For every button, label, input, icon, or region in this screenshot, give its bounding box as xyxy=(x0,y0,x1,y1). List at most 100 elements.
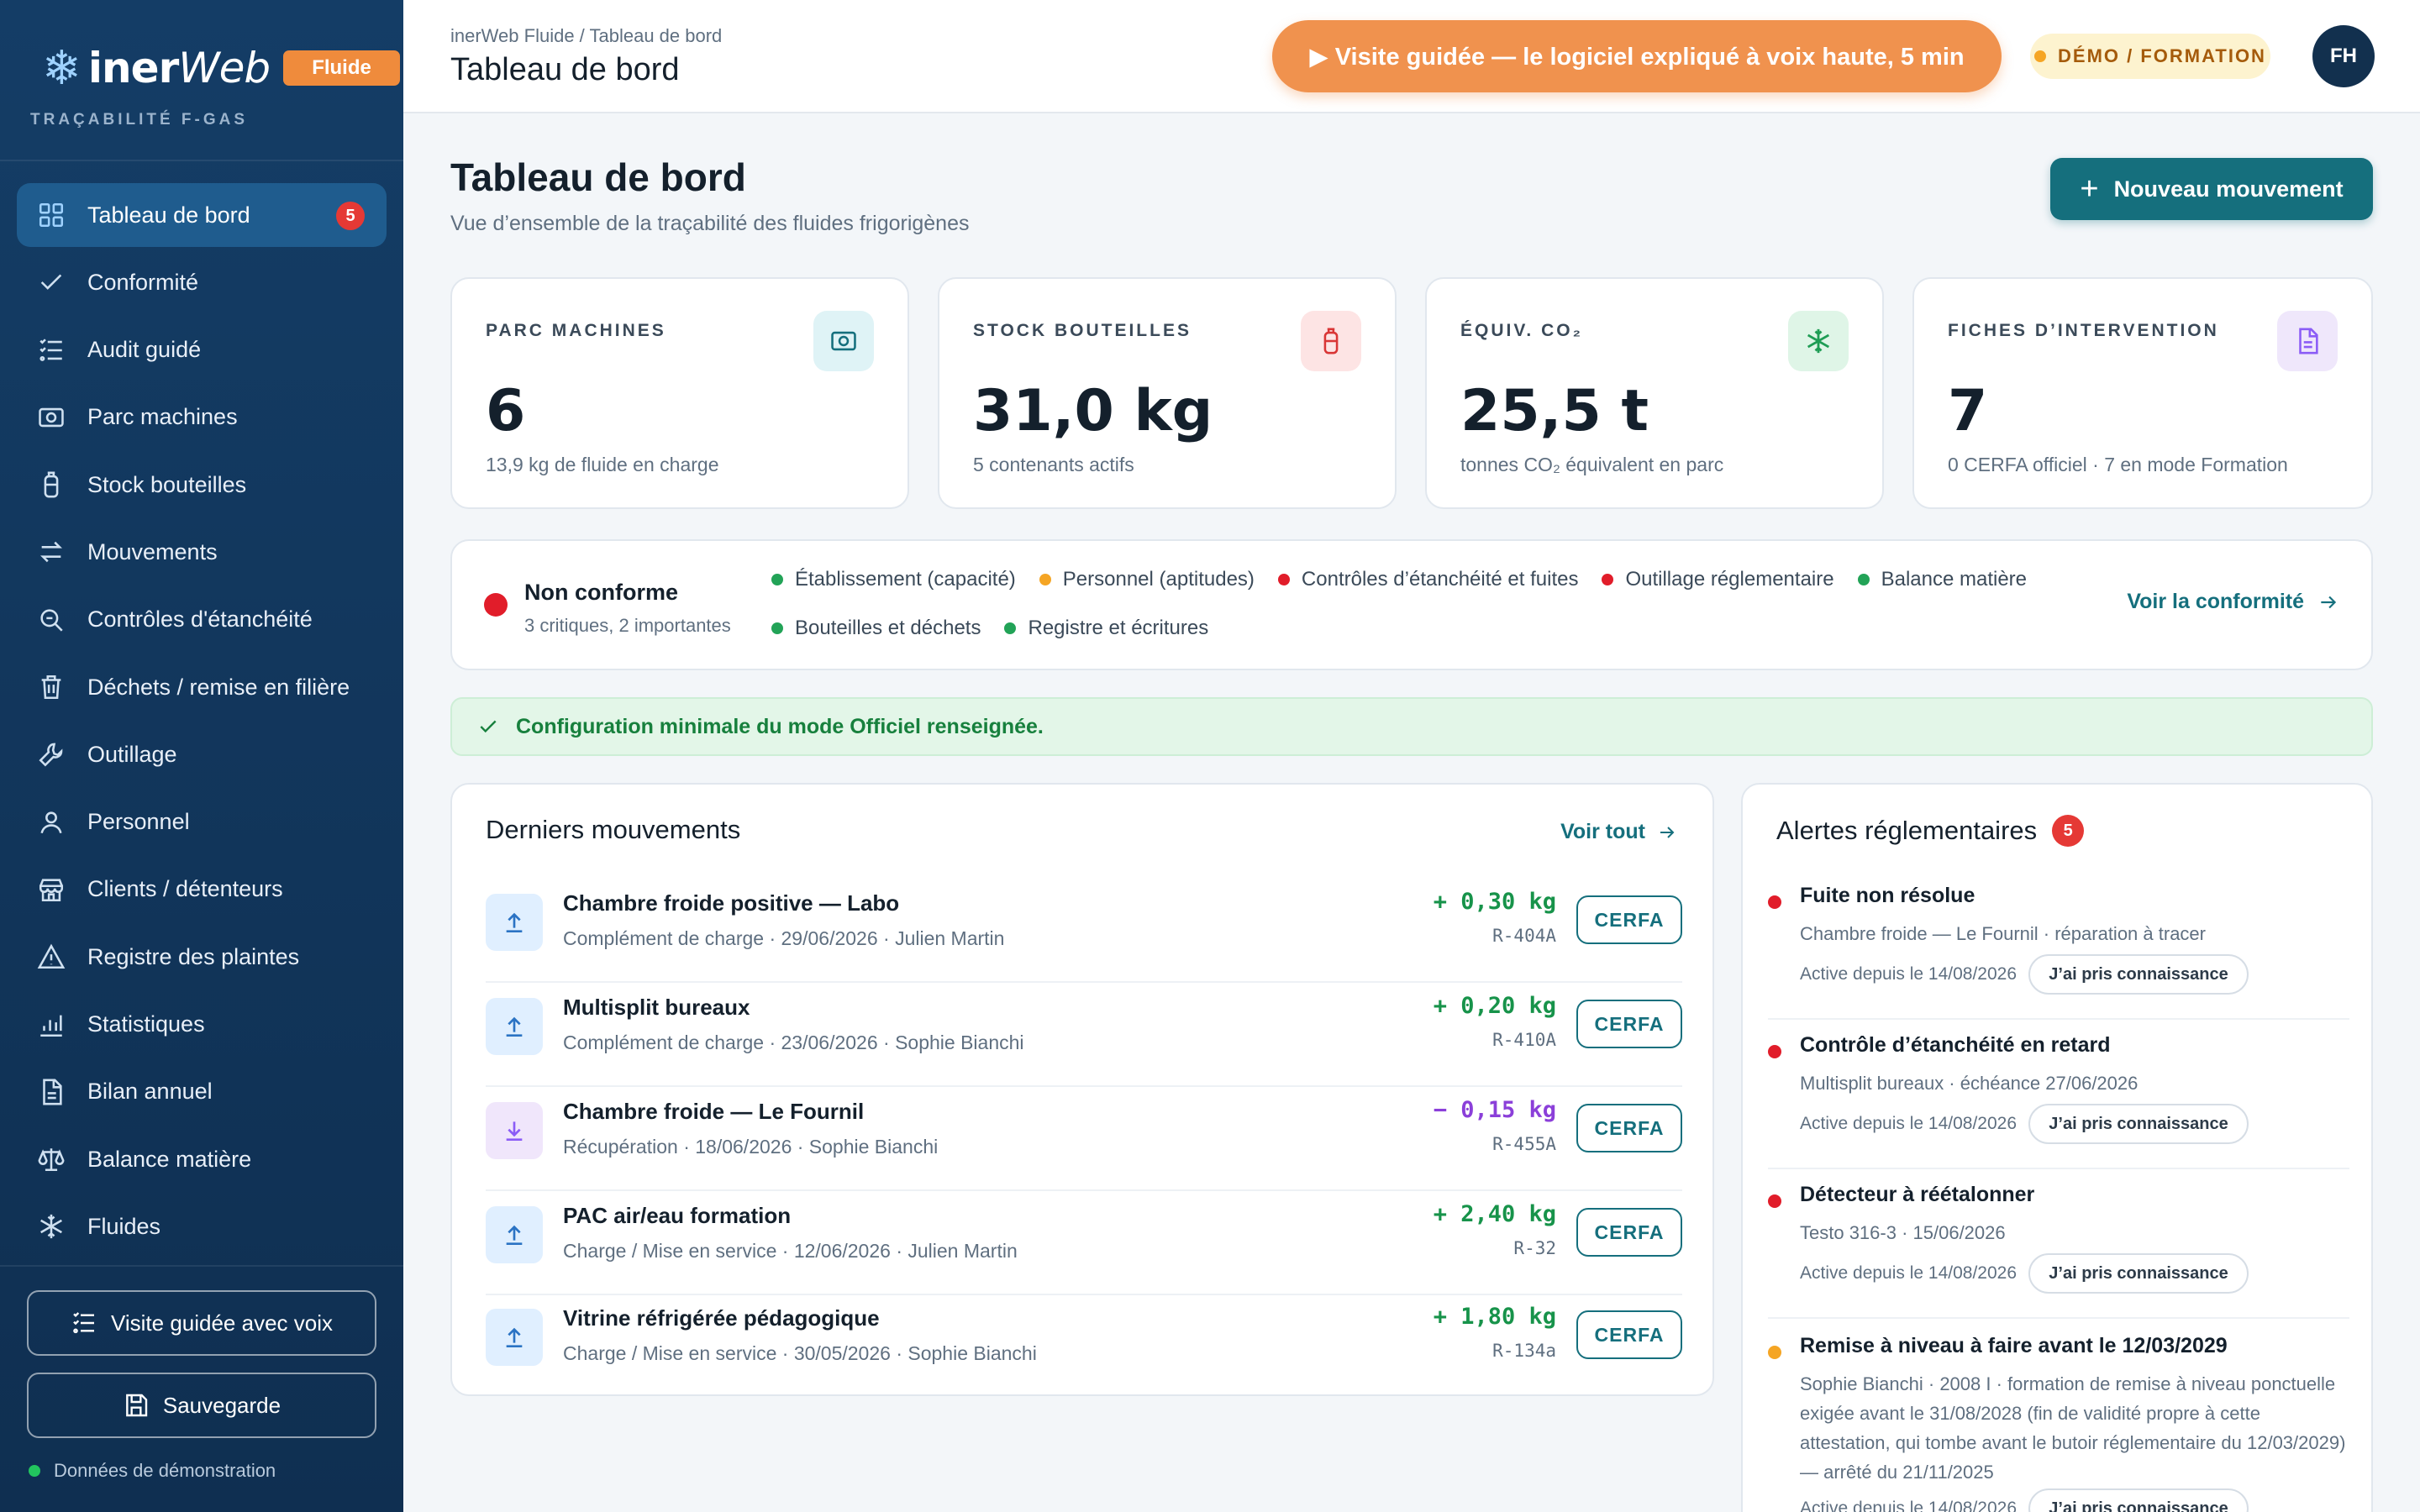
store-icon xyxy=(37,875,66,904)
alert-count-badge: 5 xyxy=(2052,815,2085,847)
compliance-item[interactable]: Contrôles d’étanchéité et fuites xyxy=(1277,566,1579,593)
stat-card-parc[interactable]: PARC MACHINES 6 13,9 kg de fluide en cha… xyxy=(450,277,909,509)
sidebar-item-dashboard[interactable]: Tableau de bord 5 xyxy=(17,183,387,247)
stat-label: FICHES D’INTERVENTION xyxy=(1948,321,2219,340)
page-subtitle: Vue d’ensemble de la traçabilité des flu… xyxy=(450,212,970,235)
sidebar-item-label: Tableau de bord xyxy=(87,202,250,228)
movement-row[interactable]: Vitrine réfrigérée pédagogique Charge / … xyxy=(486,1294,1682,1398)
stat-note: 0 CERFA officiel · 7 en mode Formation xyxy=(1948,454,2288,475)
alert-subtitle: Sophie Bianchi · 2008 I · formation de r… xyxy=(1800,1373,2346,1483)
sidebar-item-label: Parc machines xyxy=(87,404,238,430)
stat-note: 13,9 kg de fluide en charge xyxy=(486,454,719,475)
sidebar-item-outillage[interactable]: Outillage xyxy=(17,722,387,786)
alert-title: Fuite non résolue xyxy=(1800,884,1975,907)
dashboard-icon xyxy=(37,201,66,229)
sidebar-item-parc[interactable]: Parc machines xyxy=(17,386,387,449)
acknowledge-button[interactable]: J’ai pris connaissance xyxy=(2028,1488,2249,1512)
movement-row[interactable]: Chambre froide — Le Fournil Récupération… xyxy=(486,1087,1682,1191)
fluid-ref: R-455A xyxy=(1492,1134,1556,1154)
status-dot xyxy=(1768,895,1781,909)
compliance-item-label: Contrôles d’étanchéité et fuites xyxy=(1301,568,1579,591)
guided-tour-voice-button[interactable]: Visite guidée avec voix xyxy=(27,1290,376,1356)
success-banner: Configuration minimale du mode Officiel … xyxy=(450,697,2373,756)
see-all-link[interactable]: Voir tout xyxy=(1560,820,1677,844)
mode-badge[interactable]: DÉMO / FORMATION xyxy=(2030,34,2270,79)
acknowledge-button[interactable]: J’ai pris connaissance xyxy=(2028,1104,2249,1144)
avatar[interactable]: FH xyxy=(2312,25,2375,87)
new-movement-button[interactable]: + Nouveau mouvement xyxy=(2050,158,2373,220)
status-dot xyxy=(484,593,508,617)
sidebar-item-controles[interactable]: Contrôles d'étanchéité xyxy=(17,588,387,652)
sidebar-item-stock[interactable]: Stock bouteilles xyxy=(17,453,387,517)
guided-tour-button[interactable]: ▶ Visite guidée — le logiciel expliqué à… xyxy=(1272,20,2002,92)
fluid-ref: R-134a xyxy=(1492,1341,1556,1361)
stat-card-stock[interactable]: STOCK BOUTEILLES 31,0 kg 5 contenants ac… xyxy=(938,277,1397,509)
sidebar-item-fluides[interactable]: Fluides xyxy=(17,1194,387,1258)
acknowledge-button[interactable]: J’ai pris connaissance xyxy=(2028,954,2249,995)
document-icon xyxy=(37,1078,66,1106)
compliance-item[interactable]: Balance matière xyxy=(1857,566,2027,593)
compliance-item-label: Bouteilles et déchets xyxy=(795,617,981,639)
person-icon xyxy=(37,808,66,837)
recent-movements-panel: Derniers mouvements Voir tout Chambre fr… xyxy=(450,783,1714,1396)
sidebar-item-audit[interactable]: Audit guidé xyxy=(17,318,387,382)
cerfa-button[interactable]: CERFA xyxy=(1576,1208,1682,1257)
compliance-item[interactable]: Établissement (capacité) xyxy=(771,566,1016,593)
movement-row[interactable]: PAC air/eau formation Charge / Mise en s… xyxy=(486,1191,1682,1295)
movement-amount: + 1,80 kg xyxy=(1433,1304,1556,1330)
demo-data-indicator: Données de démonstration xyxy=(29,1460,276,1482)
cerfa-button[interactable]: CERFA xyxy=(1576,1000,1682,1048)
cerfa-button[interactable]: CERFA xyxy=(1576,1104,1682,1152)
movement-row[interactable]: Multisplit bureaux Complément de charge … xyxy=(486,983,1682,1087)
upload-arrow-icon xyxy=(486,1309,543,1366)
compliance-item[interactable]: Bouteilles et déchets xyxy=(771,615,981,642)
alert-subtitle: Chambre froide — Le Fournil · réparation… xyxy=(1800,923,2206,944)
sidebar-item-clients[interactable]: Clients / détenteurs xyxy=(17,858,387,921)
arrow-right-icon xyxy=(1660,826,1675,838)
alert-subtitle: Multisplit bureaux · échéance 27/06/2026 xyxy=(1800,1073,2139,1094)
sidebar-item-personnel[interactable]: Personnel xyxy=(17,790,387,854)
stat-card-co2[interactable]: ÉQUIV. CO₂ 25,5 t tonnes CO₂ équivalent … xyxy=(1425,277,1884,509)
status-dot xyxy=(1768,1045,1781,1058)
sidebar-item-bilan[interactable]: Bilan annuel xyxy=(17,1060,387,1124)
stat-value: 7 xyxy=(1948,378,1988,444)
compliance-item[interactable]: Outillage réglementaire xyxy=(1602,566,1834,593)
save-icon xyxy=(126,1394,148,1417)
list-icon xyxy=(37,336,66,365)
alert-since: Active depuis le 14/08/2026 xyxy=(1800,1263,2018,1283)
cerfa-button[interactable]: CERFA xyxy=(1576,895,1682,944)
compliance-status: Non conforme xyxy=(524,580,679,605)
warning-icon xyxy=(37,942,66,971)
movement-subtitle: Complément de charge · 23/06/2026 · Soph… xyxy=(563,1032,1024,1053)
sidebar-nav: Tableau de bord 5 Conformité Audit guidé… xyxy=(17,183,387,1263)
sidebar-item-statistiques[interactable]: Statistiques xyxy=(17,993,387,1057)
breadcrumb[interactable]: inerWeb Fluide / Tableau de bord xyxy=(450,25,723,46)
movement-row[interactable]: Chambre froide positive — Labo Complémen… xyxy=(486,879,1682,983)
brand-name: inerWeb xyxy=(87,44,271,92)
movement-amount: + 0,30 kg xyxy=(1433,889,1556,915)
list-icon xyxy=(73,1312,94,1334)
status-dot xyxy=(1602,574,1614,585)
sidebar-item-mouvements[interactable]: Mouvements xyxy=(17,520,387,584)
cerfa-button[interactable]: CERFA xyxy=(1576,1310,1682,1359)
compliance-item[interactable]: Registre et écritures xyxy=(1004,615,1208,642)
sidebar-item-plaintes[interactable]: Registre des plaintes xyxy=(17,925,387,989)
movement-title: Chambre froide positive — Labo xyxy=(563,890,900,916)
stat-label: PARC MACHINES xyxy=(486,321,666,340)
backup-button[interactable]: Sauvegarde xyxy=(27,1373,376,1438)
trash-icon xyxy=(37,673,66,701)
movement-subtitle: Complément de charge · 29/06/2026 · Juli… xyxy=(563,927,1005,949)
button-label: Visite guidée avec voix xyxy=(110,1310,333,1336)
brand-logo[interactable]: ❄ inerWeb Fluide xyxy=(42,44,400,92)
sidebar-item-conformite[interactable]: Conformité xyxy=(17,250,387,314)
sidebar-item-balance[interactable]: Balance matière xyxy=(17,1127,387,1191)
stat-card-fiches[interactable]: FICHES D’INTERVENTION 7 0 CERFA officiel… xyxy=(1912,277,2373,509)
snowflake-icon: ❄ xyxy=(42,41,82,94)
view-compliance-link[interactable]: Voir la conformité xyxy=(2127,590,2339,614)
acknowledge-button[interactable]: J’ai pris connaissance xyxy=(2028,1253,2249,1294)
compliance-item[interactable]: Personnel (aptitudes) xyxy=(1039,566,1255,593)
compliance-summary: 3 critiques, 2 importantes xyxy=(524,615,731,636)
sidebar-item-label: Statistiques xyxy=(87,1011,205,1037)
fluid-ref: R-404A xyxy=(1492,926,1556,946)
sidebar-item-dechets[interactable]: Déchets / remise en filière xyxy=(17,655,387,719)
